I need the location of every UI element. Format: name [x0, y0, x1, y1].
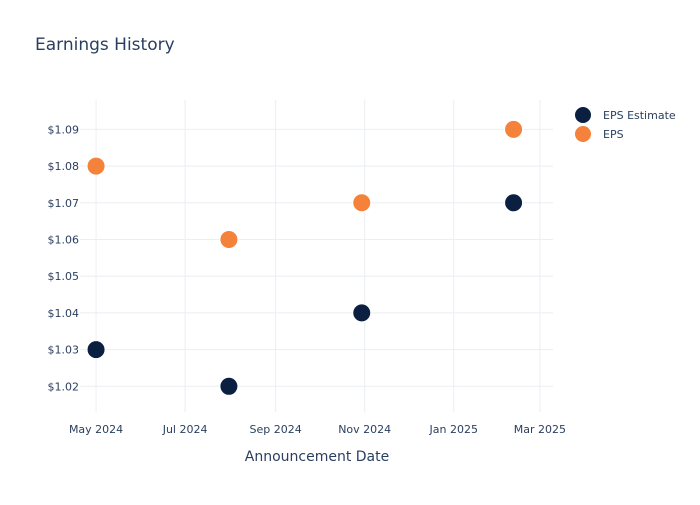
legend-label: EPS Estimate	[603, 109, 676, 122]
legend-marker	[575, 126, 591, 142]
x-axis-label: Announcement Date	[245, 449, 389, 465]
x-axis-tick-labels: May 2024 Jul 2024 Sep 2024 Nov 2024 Jan 2025…	[69, 423, 566, 436]
y-tick-label: $1.02	[48, 380, 80, 393]
legend-item-eps-estimate[interactable]: EPS Estimate	[575, 107, 676, 123]
y-axis-tick-labels: $1.02 $1.03 $1.04 $1.05 $1.06 $1.07 $1.08 $1.09	[48, 123, 80, 393]
x-tick-label: Sep 2024	[250, 423, 302, 436]
eps-estimate-point[interactable]	[219, 376, 239, 396]
legend: EPS Estimate EPS	[575, 107, 676, 142]
grid-lines	[80, 100, 553, 412]
x-tick-label: Jul 2024	[162, 423, 208, 436]
y-tick-label: $1.03	[48, 344, 80, 357]
x-tick-label: Nov 2024	[338, 423, 391, 436]
data-points	[86, 119, 524, 396]
eps-point[interactable]	[504, 119, 524, 139]
y-tick-label: $1.09	[48, 123, 80, 136]
y-tick-label: $1.06	[48, 233, 80, 246]
y-tick-label: $1.05	[48, 270, 80, 283]
legend-label: EPS	[603, 128, 624, 141]
x-tick-label: Jan 2025	[429, 423, 478, 436]
eps-estimate-point[interactable]	[86, 340, 106, 360]
eps-point[interactable]	[352, 193, 372, 213]
x-tick-label: Mar 2025	[514, 423, 566, 436]
eps-point[interactable]	[219, 229, 239, 249]
eps-estimate-point[interactable]	[504, 193, 524, 213]
chart-title: Earnings History	[35, 35, 175, 55]
legend-item-eps[interactable]: EPS	[575, 126, 624, 142]
eps-estimate-point[interactable]	[352, 303, 372, 323]
y-tick-label: $1.04	[48, 307, 80, 320]
legend-marker	[575, 107, 591, 123]
x-tick-label: May 2024	[69, 423, 123, 436]
y-tick-label: $1.08	[48, 160, 80, 173]
eps-point[interactable]	[86, 156, 106, 176]
y-tick-label: $1.07	[48, 197, 80, 210]
